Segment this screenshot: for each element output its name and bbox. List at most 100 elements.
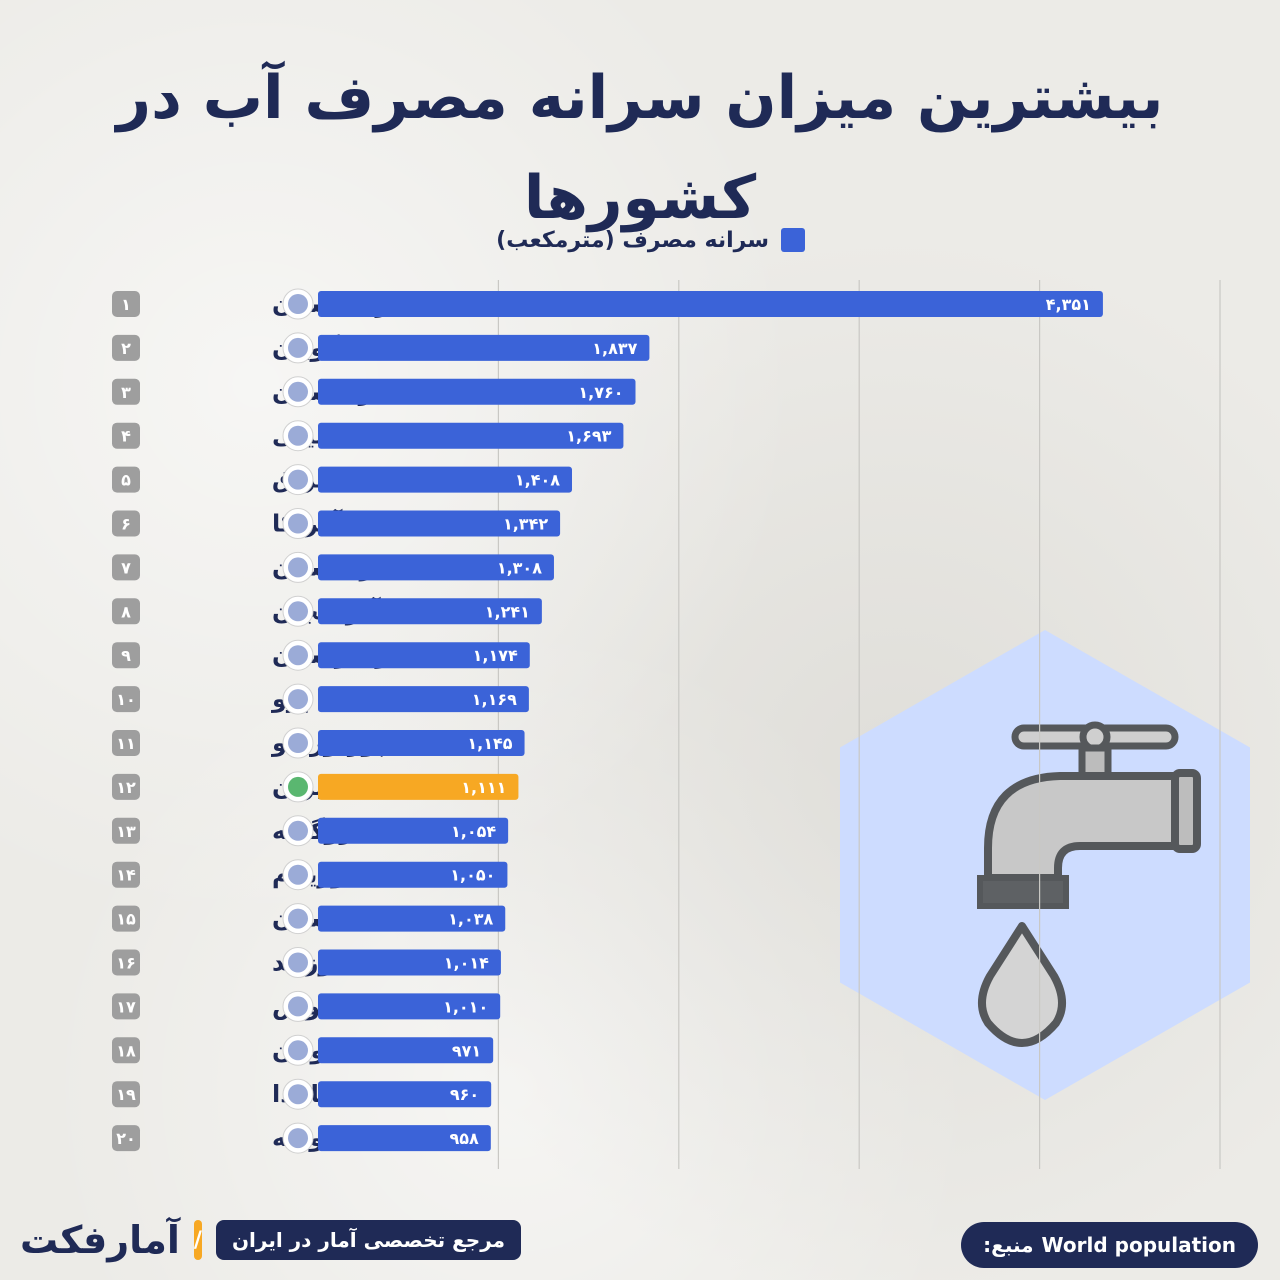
rank-label: ۱۹ (116, 1085, 136, 1104)
bar (318, 861, 508, 888)
flag-icon-inner (288, 557, 308, 578)
flag-icon-inner (288, 776, 308, 797)
rank-label: ۷ (121, 558, 131, 577)
bar (318, 949, 501, 976)
bar (318, 422, 624, 449)
rank-badge (112, 905, 140, 932)
value-label: ۱,۰۵۰ (450, 866, 495, 885)
rank-label: ۹ (121, 646, 131, 665)
flag-icon-inner (288, 733, 308, 753)
bar (318, 730, 525, 756)
value-label: ۹۵۸ (450, 1129, 480, 1148)
value-label: ۱,۴۰۸ (515, 471, 560, 490)
value-label: ۱,۰۱۴ (444, 954, 489, 973)
flag-icon-inner (288, 601, 308, 622)
source-name: World population (1041, 1233, 1236, 1257)
value-label: ۴,۳۵۱ (1046, 295, 1091, 314)
rank-badge (112, 598, 140, 625)
rank-label: ۱۵ (116, 910, 136, 929)
rank-badge (112, 554, 140, 581)
bar (318, 378, 636, 405)
flag-icon-inner (288, 337, 308, 358)
rank-label: ۲۰ (116, 1129, 136, 1148)
chart-title: بیشترین میزان سرانه مصرف آب در کشورها (116, 63, 1164, 233)
value-label: ۱,۱۴۵ (467, 734, 512, 753)
bar (318, 686, 529, 713)
flag-icon-inner (288, 864, 308, 885)
flag-icon-inner (288, 294, 308, 314)
source-badge: منبع: World population (961, 1222, 1258, 1268)
rank-label: ۱۳ (116, 822, 136, 841)
faucet-icon (977, 721, 1201, 1047)
brand-tagline: مرجع تخصصی آمار در ایران (215, 1220, 522, 1260)
rank-badge (112, 334, 140, 361)
rank-label: ۱۸ (116, 1041, 136, 1060)
legend-swatch (781, 228, 805, 252)
bar (318, 642, 530, 669)
flag-icon-inner (288, 513, 308, 534)
value-label: ۱,۲۴۱ (485, 602, 530, 621)
flag-icon-inner (288, 1128, 308, 1149)
rank-badge (112, 466, 140, 493)
value-label: ۱,۰۳۸ (448, 910, 493, 929)
bar (318, 773, 519, 800)
flag-icon-inner (288, 381, 308, 402)
bar (318, 334, 650, 361)
value-label: ۱,۱۶۹ (472, 690, 517, 709)
flag-icon-inner (288, 908, 308, 929)
rank-label: ۱۰ (116, 690, 136, 709)
value-label: ۱,۰۵۴ (451, 822, 496, 841)
legend: سرانه مصرف (مترمکعب) (470, 222, 805, 258)
bar (318, 1037, 494, 1064)
rank-badge (112, 773, 140, 800)
rank-label: ۱۱ (116, 734, 136, 753)
rank-label: ۱ (121, 295, 131, 314)
rank-badge (112, 817, 140, 844)
rank-badge (112, 949, 140, 976)
rank-label: ۴ (121, 427, 131, 446)
rank-label: ۱۴ (116, 866, 136, 885)
rank-label: ۱۲ (116, 778, 136, 797)
value-label: ۱,۳۰۸ (497, 558, 542, 577)
value-label: ۹۷۱ (452, 1041, 481, 1060)
flag-icon-inner (288, 820, 308, 841)
bar (318, 1081, 492, 1108)
flag-icon-inner (288, 425, 308, 446)
bar (318, 993, 501, 1020)
rank-badge (112, 642, 140, 669)
rank-badge (112, 993, 140, 1020)
source-prefix: منبع: (983, 1233, 1034, 1257)
footer-brand: آمارفکت / مرجع تخصصی آمار در ایران (20, 1200, 522, 1280)
value-label: ۱,۰۱۰ (443, 997, 488, 1016)
rank-badge (112, 510, 140, 537)
bar (318, 598, 542, 625)
rank-label: ۱۷ (116, 997, 136, 1016)
rank-badge (112, 1037, 140, 1064)
brand-mark-icon: / (193, 1220, 202, 1260)
rank-label: ۸ (121, 602, 131, 621)
brand-logo: آمارفکت (20, 1218, 180, 1262)
flag-icon-inner (288, 996, 308, 1017)
rank-badge (112, 422, 140, 449)
rank-badge (112, 686, 140, 713)
bar (318, 1125, 491, 1152)
rank-label: ۱۶ (116, 954, 136, 973)
value-label: ۹۶۰ (450, 1085, 479, 1104)
flag-icon-inner (288, 1040, 308, 1061)
rank-badge (112, 1125, 140, 1152)
rank-badge (112, 378, 140, 405)
rank-badge (112, 1081, 140, 1108)
bar (318, 817, 509, 844)
rank-badge (112, 730, 140, 756)
bar (318, 905, 506, 932)
value-label: ۱,۷۶۰ (578, 383, 623, 402)
value-label: ۱,۳۴۲ (503, 515, 548, 534)
flag-icon-inner (288, 952, 308, 973)
rank-badge (112, 291, 140, 317)
value-label: ۱,۱۷۴ (473, 646, 518, 665)
legend-label: سرانه مصرف (مترمکعب) (496, 227, 769, 253)
bar (318, 510, 561, 537)
flag-icon-inner (288, 469, 308, 490)
rank-label: ۲ (121, 339, 131, 358)
bar (318, 291, 1103, 317)
